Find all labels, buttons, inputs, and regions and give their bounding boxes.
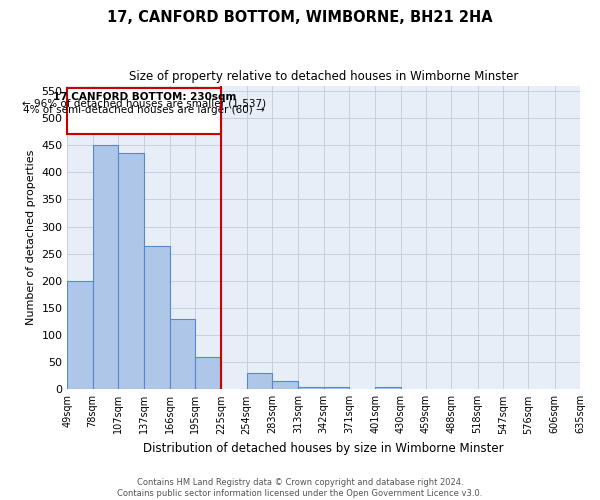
Text: Contains HM Land Registry data © Crown copyright and database right 2024.
Contai: Contains HM Land Registry data © Crown c… xyxy=(118,478,482,498)
Text: ← 96% of detached houses are smaller (1,537): ← 96% of detached houses are smaller (1,… xyxy=(22,98,266,108)
Bar xyxy=(247,373,272,390)
Bar xyxy=(92,145,118,390)
X-axis label: Distribution of detached houses by size in Wimborne Minster: Distribution of detached houses by size … xyxy=(143,442,504,455)
Title: Size of property relative to detached houses in Wimborne Minster: Size of property relative to detached ho… xyxy=(129,70,518,83)
Bar xyxy=(195,357,221,390)
Bar xyxy=(118,154,144,390)
Bar xyxy=(375,386,401,390)
Bar xyxy=(298,386,323,390)
Bar xyxy=(323,386,349,390)
Bar xyxy=(67,88,221,134)
Text: 4% of semi-detached houses are larger (60) →: 4% of semi-detached houses are larger (6… xyxy=(23,105,265,115)
Bar xyxy=(67,281,92,390)
Bar xyxy=(170,319,195,390)
Bar xyxy=(144,246,170,390)
Y-axis label: Number of detached properties: Number of detached properties xyxy=(26,150,35,325)
Text: 17 CANFORD BOTTOM: 230sqm: 17 CANFORD BOTTOM: 230sqm xyxy=(53,92,236,102)
Text: 17, CANFORD BOTTOM, WIMBORNE, BH21 2HA: 17, CANFORD BOTTOM, WIMBORNE, BH21 2HA xyxy=(107,10,493,25)
Bar xyxy=(272,381,298,390)
